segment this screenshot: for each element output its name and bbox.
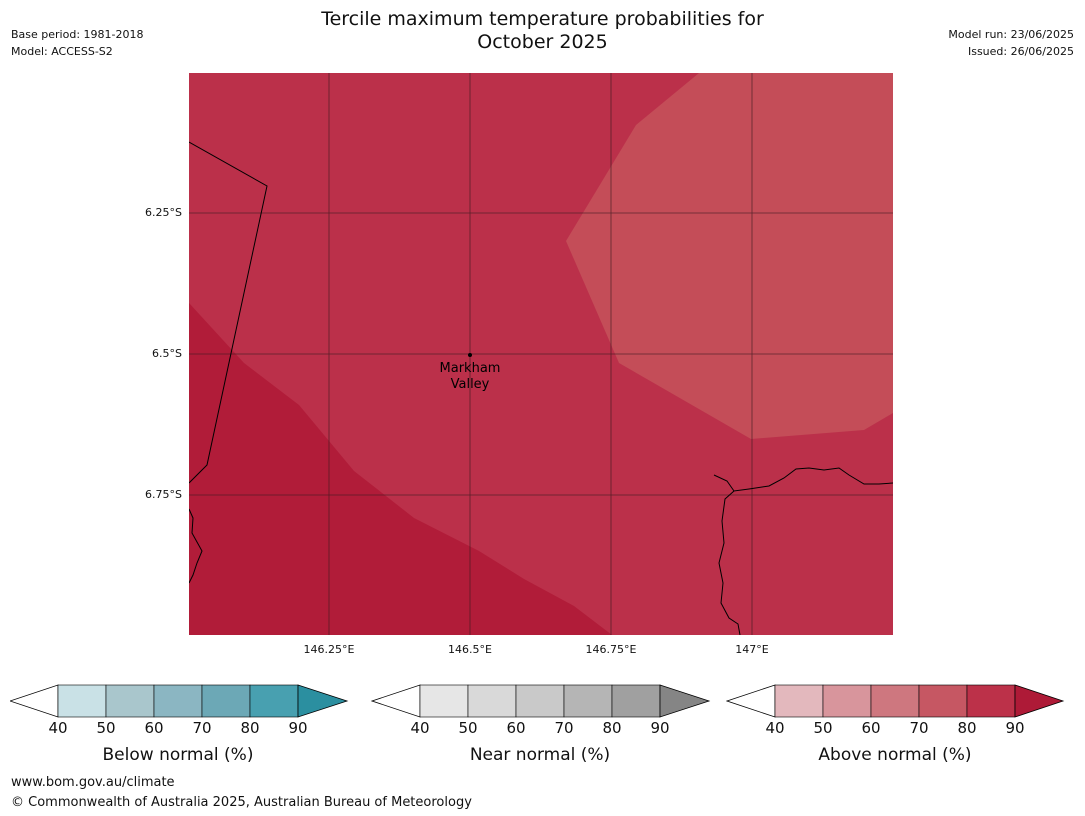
boundaries bbox=[189, 141, 893, 635]
lon-label-146-5: 146.5°E bbox=[448, 643, 492, 656]
near-normal-lower-extension bbox=[371, 684, 421, 718]
below-normal-tick-50: 50 bbox=[96, 719, 116, 737]
near-normal-swatch-50-60 bbox=[467, 684, 517, 718]
near-normal-tick-70: 70 bbox=[554, 719, 574, 737]
colorbar-near-normal bbox=[371, 684, 711, 718]
near-normal-tick-90: 90 bbox=[650, 719, 670, 737]
bom-climate-link[interactable]: www.bom.gov.au/climate bbox=[11, 775, 175, 790]
below-normal-upper-extension bbox=[297, 684, 349, 718]
above-normal-swatch-60-70 bbox=[870, 684, 920, 718]
below-normal-lower-extension bbox=[10, 684, 59, 718]
above-normal-tick-60: 60 bbox=[861, 719, 881, 737]
above-normal-upper-extension bbox=[1014, 684, 1065, 718]
above-normal-lower-extension bbox=[726, 684, 776, 718]
below-normal-tick-40: 40 bbox=[48, 719, 68, 737]
model-run-text: Model run: 23/06/2025 bbox=[948, 28, 1074, 41]
probability-map: Markham Valley bbox=[189, 73, 893, 635]
lon-label-146-25: 146.25°E bbox=[303, 643, 355, 656]
above-normal-swatch-80-90 bbox=[966, 684, 1016, 718]
above-normal-title: Above normal (%) bbox=[818, 745, 972, 765]
metadata-left: Base period: 1981-2018 Model: ACCESS-S2 bbox=[11, 26, 143, 60]
border-line bbox=[189, 141, 268, 484]
near-normal-title: Near normal (%) bbox=[469, 745, 611, 765]
near-normal-upper-extension bbox=[659, 684, 711, 718]
below-normal-tick-90: 90 bbox=[288, 719, 308, 737]
coastline-south-east bbox=[718, 490, 741, 635]
above-normal-swatch-40-50 bbox=[774, 684, 824, 718]
below-normal-swatch-50-60 bbox=[105, 684, 155, 718]
near-normal-tick-60: 60 bbox=[506, 719, 526, 737]
above-normal-tick-70: 70 bbox=[909, 719, 929, 737]
near-normal-tick-50: 50 bbox=[458, 719, 478, 737]
above-normal-tick-80: 80 bbox=[957, 719, 977, 737]
lon-label-146-75: 146.75°E bbox=[585, 643, 637, 656]
chart-title: Tercile maximum temperature probabilitie… bbox=[0, 8, 1085, 54]
title-line-1: Tercile maximum temperature probabilitie… bbox=[321, 8, 764, 30]
below-normal-tick-70: 70 bbox=[192, 719, 212, 737]
above-normal-tick-90: 90 bbox=[1005, 719, 1025, 737]
near-normal-swatch-40-50 bbox=[419, 684, 469, 718]
below-normal-tick-60: 60 bbox=[144, 719, 164, 737]
above-normal-swatch-50-60 bbox=[822, 684, 872, 718]
near-normal-tick-40: 40 bbox=[410, 719, 430, 737]
lat-label-6-75: 6.75°S bbox=[145, 488, 182, 501]
below-normal-title: Below normal (%) bbox=[102, 745, 254, 765]
coastline-west bbox=[189, 508, 203, 584]
metadata-right: Model run: 23/06/2025 Issued: 26/06/2025 bbox=[948, 26, 1074, 60]
markham-valley-label-line-2: Valley bbox=[451, 377, 490, 392]
copyright-text: © Commonwealth of Australia 2025, Austra… bbox=[11, 795, 472, 810]
below-normal-swatch-60-70 bbox=[153, 684, 203, 718]
lat-label-6-5: 6.5°S bbox=[152, 347, 182, 360]
below-normal-swatch-40-50 bbox=[57, 684, 107, 718]
title-line-2: October 2025 bbox=[477, 31, 608, 53]
markham-valley-label-line-1: Markham bbox=[440, 361, 501, 376]
colorbar-above-normal bbox=[726, 684, 1065, 718]
colorbar-below-normal bbox=[10, 684, 349, 718]
below-normal-tick-80: 80 bbox=[240, 719, 260, 737]
above-normal-tick-40: 40 bbox=[765, 719, 785, 737]
near-normal-tick-80: 80 bbox=[602, 719, 622, 737]
zone-above-70-80 bbox=[566, 73, 893, 439]
model-text: Model: ACCESS-S2 bbox=[11, 45, 113, 58]
markham-valley-marker bbox=[468, 353, 472, 357]
lon-label-147: 147°E bbox=[735, 643, 769, 656]
graticule bbox=[189, 73, 893, 635]
below-normal-swatch-70-80 bbox=[201, 684, 251, 718]
near-normal-swatch-70-80 bbox=[563, 684, 613, 718]
below-normal-swatch-80-90 bbox=[249, 684, 299, 718]
near-normal-swatch-80-90 bbox=[611, 684, 661, 718]
coastline-east bbox=[713, 467, 893, 492]
issued-text: Issued: 26/06/2025 bbox=[967, 45, 1074, 58]
base-period-text: Base period: 1981-2018 bbox=[11, 28, 144, 41]
near-normal-swatch-60-70 bbox=[515, 684, 565, 718]
zone-above-90 bbox=[189, 303, 612, 635]
above-normal-swatch-70-80 bbox=[918, 684, 968, 718]
lat-label-6-25: 6.25°S bbox=[145, 206, 182, 219]
above-normal-tick-50: 50 bbox=[813, 719, 833, 737]
